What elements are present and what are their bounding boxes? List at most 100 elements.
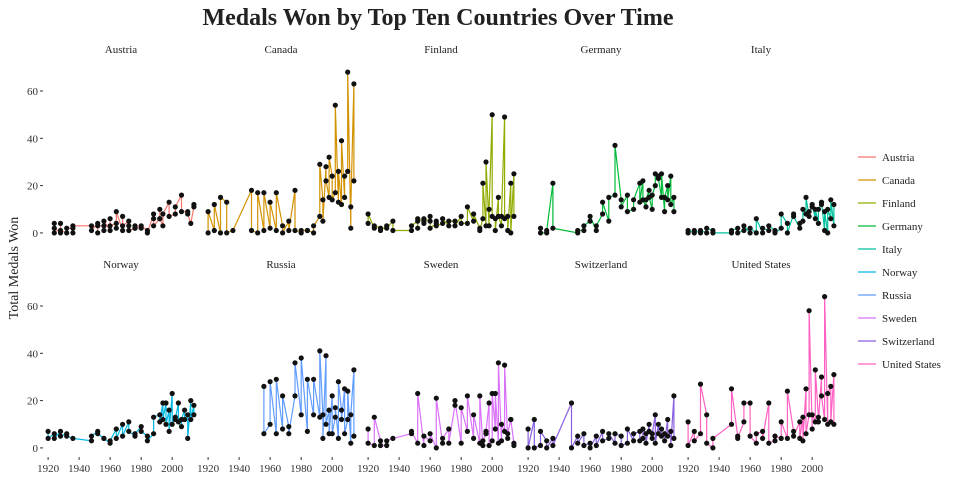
data-point: [286, 227, 292, 234]
data-point: [320, 218, 326, 224]
legend-label: Norway: [882, 267, 918, 279]
data-point: [172, 211, 178, 217]
data-point: [126, 419, 132, 425]
y-tick-label: 60: [27, 301, 39, 313]
x-tick-label: 1940: [388, 463, 411, 475]
data-point: [440, 440, 446, 446]
data-point: [64, 433, 70, 439]
data-point: [151, 216, 157, 222]
data-point: [464, 204, 470, 210]
x-tick-label: 1980: [130, 463, 153, 475]
data-point: [710, 435, 716, 441]
data-point: [809, 426, 815, 432]
data-point: [471, 435, 477, 441]
x-tick-label: 1940: [708, 463, 731, 475]
data-point: [390, 435, 396, 441]
data-point: [800, 414, 806, 420]
y-tick-label: 40: [27, 348, 39, 360]
data-point: [489, 438, 495, 444]
data-point: [365, 426, 371, 432]
data-point: [120, 213, 126, 219]
data-point: [812, 367, 818, 373]
data-point: [815, 419, 822, 425]
facet-panels: Austria 0 20 40 60 Canada Finland Germany Italy N…: [27, 44, 837, 475]
data-point: [51, 431, 57, 437]
data-point: [640, 435, 646, 441]
data-point: [132, 431, 138, 437]
data-point: [160, 211, 166, 217]
y-axis-title: Total Medals Won: [7, 217, 22, 320]
data-point: [421, 220, 427, 226]
data-point: [191, 201, 197, 208]
data-point: [452, 218, 458, 224]
data-point: [120, 421, 126, 427]
data-point: [458, 440, 464, 446]
data-point: [415, 216, 421, 222]
data-point: [806, 308, 812, 314]
data-point: [338, 416, 345, 423]
data-point: [332, 405, 338, 411]
data-point: [649, 192, 655, 198]
data-point: [45, 428, 51, 434]
data-point: [766, 223, 772, 229]
data-point: [662, 209, 668, 215]
data-point: [304, 428, 310, 434]
data-point: [185, 412, 191, 418]
data-point: [697, 431, 704, 437]
data-point: [655, 175, 662, 182]
data-point: [646, 187, 652, 193]
y-tick-label: 40: [27, 133, 39, 145]
data-point: [286, 218, 292, 224]
data-point: [778, 435, 784, 441]
x-tick-label: 1960: [579, 463, 602, 475]
data-point: [351, 367, 357, 373]
data-point: [741, 419, 747, 425]
x-tick-label: 1940: [548, 463, 571, 475]
data-point: [446, 426, 452, 432]
data-point: [797, 419, 803, 425]
data-point: [791, 213, 797, 219]
legend-item: Germany: [858, 221, 923, 233]
legend-item: Norway: [858, 267, 918, 279]
data-point: [248, 187, 255, 193]
data-point: [126, 428, 132, 434]
data-point: [691, 438, 697, 444]
data-point: [408, 428, 415, 434]
data-point: [205, 209, 211, 215]
data-point: [822, 294, 828, 300]
data-point: [329, 173, 335, 179]
data-point: [480, 216, 486, 222]
data-point: [791, 428, 797, 434]
data-point: [668, 442, 674, 449]
data-point: [64, 230, 70, 236]
data-point: [581, 442, 587, 449]
data-point: [144, 433, 150, 439]
data-point: [778, 419, 784, 425]
data-point: [593, 433, 599, 439]
data-point: [427, 213, 433, 219]
facet-strip-label: Switzerland: [575, 259, 628, 271]
y-tick-label: 0: [33, 228, 39, 240]
data-point: [88, 433, 95, 439]
data-point: [151, 431, 157, 437]
data-point: [348, 440, 354, 446]
legend-label: Russia: [882, 290, 911, 302]
data-point: [292, 227, 298, 234]
data-point: [568, 445, 575, 451]
data-point: [502, 362, 508, 368]
data-point: [464, 393, 470, 399]
data-point: [464, 428, 470, 434]
data-point: [211, 227, 217, 234]
data-point: [575, 433, 581, 439]
data-point: [408, 227, 415, 234]
data-point: [248, 227, 255, 234]
data-point: [166, 407, 172, 413]
data-point: [421, 442, 427, 449]
data-point: [606, 431, 612, 437]
data-point: [323, 353, 329, 359]
data-point: [766, 400, 772, 406]
facet-panel-united-states: United States 1920 1940 1960 1980 2000: [677, 259, 837, 475]
series-line-canada: [207, 72, 355, 234]
data-point: [643, 440, 649, 446]
data-point: [191, 412, 197, 418]
